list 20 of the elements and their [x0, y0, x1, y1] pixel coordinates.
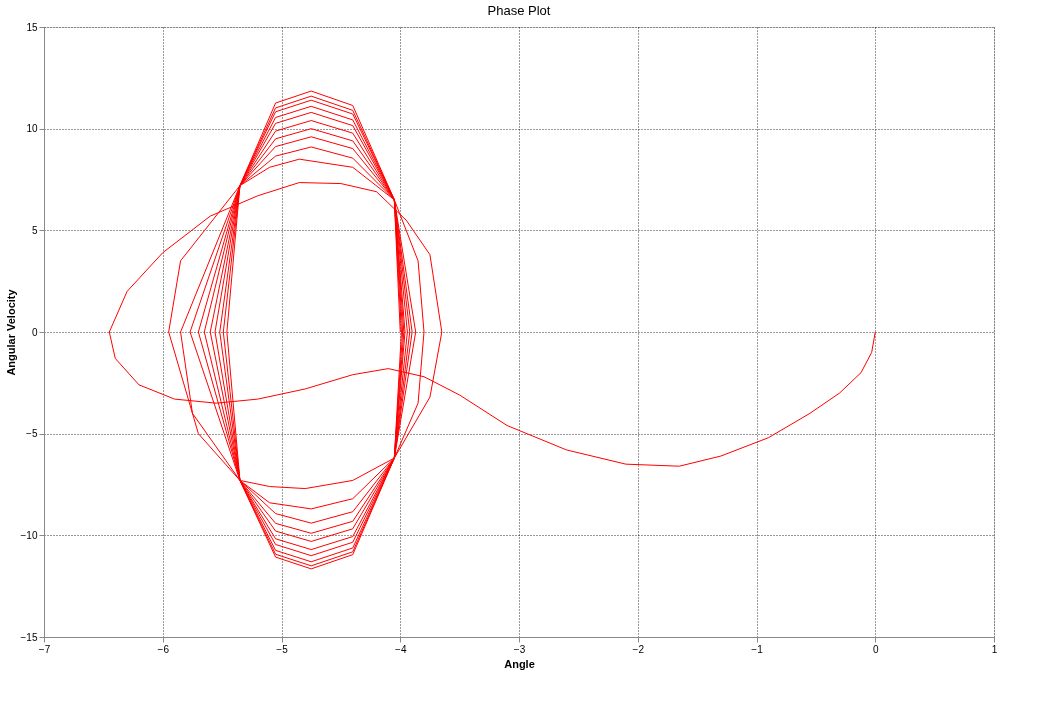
y-tick-label: −15 [20, 631, 38, 643]
x-axis-title: Angle [504, 657, 535, 670]
chart-title: Phase Plot [487, 3, 551, 18]
line-series [108, 90, 876, 570]
y-axis-title: Angular Velocity [4, 288, 17, 376]
x-tick-label: 0 [872, 643, 879, 655]
y-tick-label: −5 [26, 428, 38, 440]
y-tick-label: −10 [20, 529, 38, 541]
x-tick-label: −5 [276, 643, 289, 655]
x-tick-label: −1 [751, 643, 764, 655]
x-tick-label: −7 [38, 643, 51, 655]
y-tick-label: 15 [26, 21, 38, 33]
x-tick-label: −4 [395, 643, 407, 655]
x-tick-label: −2 [632, 643, 645, 655]
y-tick-label: 5 [31, 224, 38, 236]
x-tick-label: −6 [157, 643, 170, 655]
x-tick-label: 1 [991, 643, 998, 655]
x-tick-label: −3 [513, 643, 526, 655]
y-tick-label: 10 [26, 123, 38, 135]
y-tick-label: 0 [31, 326, 38, 338]
